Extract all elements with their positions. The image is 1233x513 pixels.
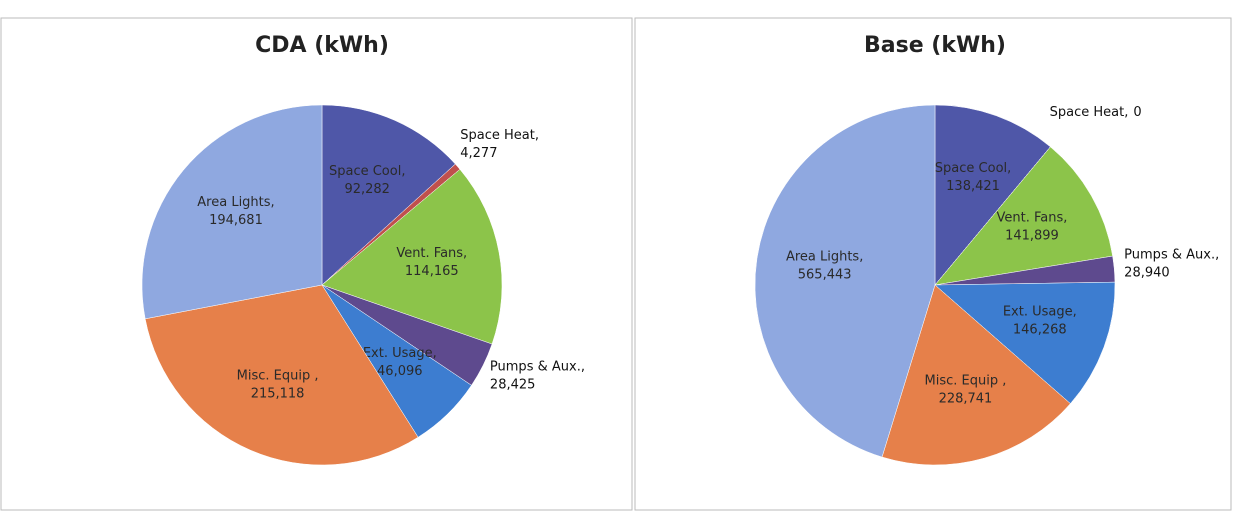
label-category: Ext. Usage, (363, 346, 437, 361)
label-category: Vent. Fans, (396, 246, 467, 261)
data-label: Misc. Equip , 228,741 (925, 373, 1007, 406)
label-category: Vent. Fans, (997, 211, 1068, 226)
label-value: 565,443 (798, 267, 852, 282)
label-value: 46,096 (377, 364, 423, 379)
data-label: Space Cool, 138,421 (935, 161, 1011, 194)
data-label: Ext. Usage, 46,096 (363, 346, 437, 379)
label-category: Misc. Equip , (237, 368, 319, 383)
label-value: 138,421 (946, 179, 1000, 194)
label-value: 0 (1133, 105, 1141, 120)
pie-slice (934, 104, 1051, 286)
data-label: Vent. Fans, 114,165 (396, 246, 467, 279)
label-value: 194,681 (209, 213, 263, 228)
label-category: Area Lights, (786, 249, 863, 264)
label-category: Space Heat, (1050, 105, 1129, 120)
label-category: Pumps & Aux., (490, 360, 585, 375)
data-label: Pumps & Aux., 28,940 (1124, 247, 1219, 280)
data-label: Pumps & Aux., 28,425 (490, 360, 585, 393)
label-value: 28,425 (490, 378, 536, 393)
label-value: 92,282 (344, 182, 390, 197)
panel-right (634, 17, 1232, 511)
panel-left (0, 17, 633, 511)
label-category: Space Cool, (329, 164, 405, 179)
label-value: 4,277 (460, 146, 497, 161)
label-category: Ext. Usage, (1003, 304, 1077, 319)
label-category: Pumps & Aux., (1124, 247, 1219, 262)
label-value: 141,899 (1005, 229, 1059, 244)
data-label: Vent. Fans, 141,899 (997, 211, 1068, 244)
data-label: Ext. Usage, 146,268 (1003, 304, 1077, 337)
label-category: Area Lights, (197, 195, 274, 210)
label-value: 114,165 (405, 264, 459, 279)
pie-slice (144, 284, 419, 466)
data-label: Space Heat, 0 (1050, 105, 1142, 120)
pie-slice (881, 284, 1071, 466)
data-label: Area Lights, 194,681 (197, 195, 274, 228)
label-value: 28,940 (1124, 265, 1170, 280)
label-category: Space Heat, (460, 128, 539, 143)
pie-slice (934, 146, 1113, 286)
data-label: Area Lights, 565,443 (786, 249, 863, 282)
label-value: 215,118 (251, 386, 305, 401)
label-value: 146,268 (1013, 322, 1067, 337)
label-category: Space Cool, (935, 161, 1011, 176)
chart-title: Base (kWh) (864, 33, 1006, 58)
label-category: Misc. Equip , (925, 373, 1007, 388)
data-label: Space Cool, 92,282 (329, 164, 405, 197)
chart-title: CDA (kWh) (255, 33, 389, 58)
data-label: Misc. Equip , 215,118 (237, 368, 319, 401)
pie-slice (321, 104, 456, 286)
data-label: Space Heat, 4,277 (460, 128, 539, 161)
label-value: 228,741 (939, 391, 993, 406)
pie-slice (934, 281, 1116, 404)
pie-slice (754, 104, 936, 458)
pie-slice (141, 104, 323, 320)
